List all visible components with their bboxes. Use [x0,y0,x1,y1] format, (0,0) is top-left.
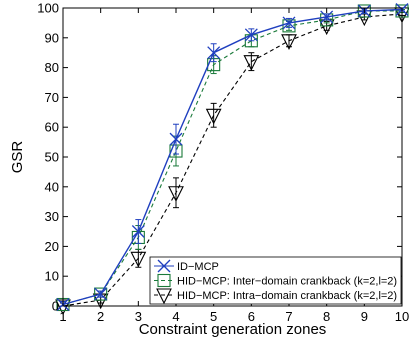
y-tick-label: 70 [45,90,59,105]
x-tick-label: 6 [248,309,255,324]
data-point [94,287,108,301]
legend-label: HID−MCP: Inter−domain crankback (k=2,l=2… [177,276,397,288]
marker-stroke [157,259,171,273]
legend-label: HID−MCP: Intra−domain crankback (k=2,l=2… [177,290,397,302]
series-line [62,13,403,307]
marker-stroke [94,287,108,301]
legend-entry-1: HID−MCP: Inter−domain crankback (k=2,l=2… [154,273,397,288]
y-tick-label: 100 [37,1,59,16]
marker-stroke [244,28,258,42]
data-point [244,28,258,42]
x-tick-label: 1 [59,309,66,324]
legend-entry-0: ID−MCP [154,259,219,273]
y-tick-label: 60 [45,120,59,135]
data-point [169,132,183,146]
marker-stroke [207,46,221,60]
legend-box [149,256,402,305]
x-tick-label: 2 [97,309,104,324]
error-bar [173,177,179,209]
legend-marker [156,288,172,305]
y-tick-label: 90 [45,30,59,45]
y-tick-label: 40 [45,179,59,194]
data-point [131,225,145,238]
marker-stroke [169,132,183,146]
data-point [282,16,296,30]
legend-entry-2: HID−MCP: Intra−domain crankback (k=2,l=2… [154,288,397,305]
data-point [207,46,221,60]
x-tick-label: 8 [323,309,330,324]
data-point [94,287,108,301]
x-tick-label: 10 [395,309,409,324]
y-tick-label: 80 [45,60,59,75]
series-2 [55,7,409,316]
ticks-layer: 0 10 20 30 40 50 60 70 80 90 100 1 2 3 4 5 6 7 8 9 10 [37,1,409,325]
y-tick-label: 50 [45,150,59,165]
y-tick-label: 20 [45,239,59,254]
data-point [243,55,260,71]
x-tick-label: 9 [361,309,368,324]
series-line [62,10,402,306]
y-tick-label: 10 [45,269,59,284]
series-line [62,8,403,306]
marker-stroke [282,16,296,30]
x-axis-title: Constraint generation zones [139,321,327,338]
x-tick-label: 7 [285,309,292,324]
y-tick-label: 0 [52,299,59,314]
data-point [281,34,297,51]
x-tick-label: 3 [135,309,142,324]
legend-marker [157,273,171,288]
data-point [205,108,222,125]
marker-stroke [320,10,334,24]
data-point [130,251,147,268]
x-tick-label: 4 [172,309,179,324]
data-point [168,186,184,202]
marker-stroke [131,225,145,238]
y-tick-label: 30 [45,209,59,224]
y-axis-title: GSR [9,141,26,174]
legend-marker [157,259,171,273]
x-tick-label: 5 [210,309,217,324]
legend-label: ID−MCP [177,261,219,273]
data-point [320,10,334,24]
series-0 [56,3,409,311]
series-layer [55,3,409,316]
legend: ID−MCP HID−MCP: Inter−domain crankback (k… [149,256,402,305]
